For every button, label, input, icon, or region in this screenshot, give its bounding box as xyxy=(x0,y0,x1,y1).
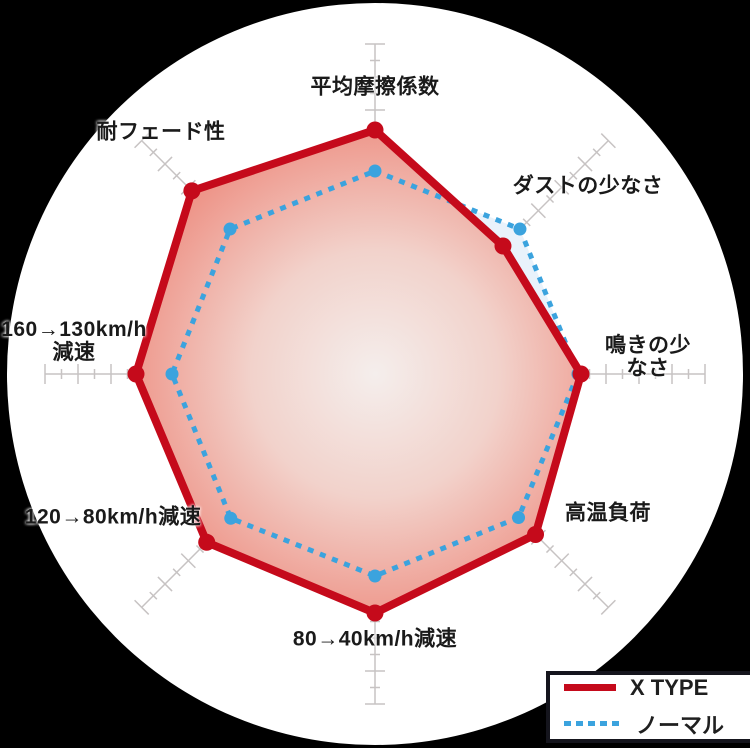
legend-label-normal: ノーマル xyxy=(636,712,725,738)
legend-item-xtype: X TYPE xyxy=(564,675,750,701)
legend-label-xtype: X TYPE xyxy=(630,674,709,700)
axis-label-low-squeal: 鳴きの少なさ xyxy=(605,333,691,380)
axis-label-low-dust: ダストの少なさ xyxy=(512,174,664,198)
axis-label-fade-resist: 耐フェード性 xyxy=(96,120,226,144)
axis-label-120-80-decel: 120→80km/h減速 xyxy=(24,505,202,529)
axis-label-friction: 平均摩擦係数 xyxy=(310,75,440,99)
normal-dotted-line-icon xyxy=(564,721,622,726)
x-type-line-icon xyxy=(564,684,616,691)
axis-label-high-temp: 高温負荷 xyxy=(565,501,651,525)
axis-label-80-40-decel: 80→40km/h減速 xyxy=(292,627,458,651)
legend-item-normal: ノーマル xyxy=(564,708,750,740)
axis-label-160-130-decel: 160→130km/h 減速 xyxy=(1,317,147,364)
legend-box: X TYPE ノーマル xyxy=(546,671,750,743)
